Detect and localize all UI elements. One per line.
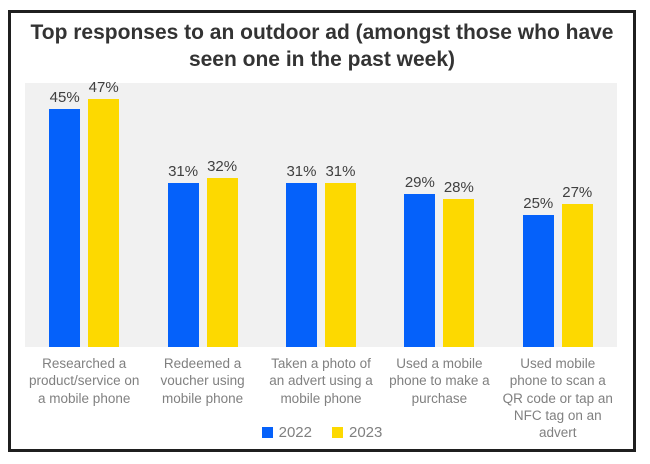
bar-value-label: 29% bbox=[404, 173, 435, 191]
bar-value-label: 45% bbox=[49, 89, 80, 107]
bar-group: 25% 27% bbox=[519, 184, 597, 347]
bar-value-label: 32% bbox=[207, 158, 238, 175]
plot-area: 45% 47% 31% 32% 31% 31% 29% 28% 25% 27% bbox=[25, 79, 617, 347]
bar-2023 bbox=[324, 183, 356, 347]
legend-swatch-icon bbox=[332, 427, 343, 438]
legend: 2022 2023 bbox=[11, 424, 633, 441]
legend-item-2022: 2022 bbox=[261, 424, 312, 441]
bar-unit-2023: 47% bbox=[88, 78, 120, 347]
bar-unit-2022: 25% bbox=[522, 195, 554, 347]
category-label: Taken a photo of an advert using a mobil… bbox=[269, 356, 373, 406]
bar-unit-2023: 31% bbox=[324, 163, 356, 347]
chart-frame: Top responses to an outdoor ad (amongst … bbox=[8, 10, 636, 452]
legend-item-2023: 2023 bbox=[332, 424, 382, 441]
legend-label: 2022 bbox=[278, 424, 312, 441]
bar-unit-2023: 32% bbox=[206, 158, 238, 347]
bar-value-label: 28% bbox=[443, 179, 474, 197]
bar-group: 45% 47% bbox=[45, 79, 123, 347]
bar-2022 bbox=[404, 193, 436, 347]
legend-swatch-icon bbox=[261, 427, 273, 438]
bar-value-label: 31% bbox=[168, 163, 199, 181]
bar-2022 bbox=[49, 109, 81, 347]
chart-title: Top responses to an outdoor ad (amongst … bbox=[30, 21, 614, 71]
bar-value-label: 47% bbox=[88, 78, 119, 96]
category-label: Researched a product/service on a mobile… bbox=[29, 356, 140, 406]
bar-2023 bbox=[443, 199, 475, 347]
bar-group: 31% 32% bbox=[164, 158, 242, 347]
bar-group: 31% 31% bbox=[282, 163, 360, 347]
bar-value-label: 31% bbox=[286, 163, 317, 181]
bar-unit-2022: 31% bbox=[167, 163, 199, 347]
bar-2023 bbox=[206, 178, 238, 347]
bar-value-label: 27% bbox=[562, 184, 593, 202]
bar-unit-2023: 27% bbox=[561, 184, 593, 347]
bar-unit-2023: 28% bbox=[443, 179, 475, 347]
bar-2022 bbox=[522, 215, 554, 347]
bar-unit-2022: 29% bbox=[404, 173, 436, 347]
bar-value-label: 31% bbox=[325, 163, 356, 181]
legend-label: 2023 bbox=[349, 424, 383, 441]
category-label: Used mobile phone to scan a QR code or t… bbox=[502, 356, 613, 441]
bar-unit-2022: 45% bbox=[49, 89, 81, 347]
bar-2022 bbox=[167, 183, 199, 347]
category-labels: Researched a product/service on a mobile… bbox=[25, 355, 617, 441]
bar-value-label: 25% bbox=[523, 195, 554, 212]
bar-unit-2022: 31% bbox=[285, 163, 317, 347]
bar-2023 bbox=[561, 204, 593, 347]
category-label: Redeemed a voucher using mobile phone bbox=[160, 356, 245, 406]
bar-groups: 45% 47% 31% 32% 31% 31% 29% 28% 25% 27% bbox=[25, 79, 617, 347]
bar-2022 bbox=[285, 183, 317, 347]
bar-2023 bbox=[88, 98, 120, 347]
bar-group: 29% 28% bbox=[400, 174, 478, 347]
category-label: Used a mobile phone to make a purchase bbox=[389, 356, 490, 406]
